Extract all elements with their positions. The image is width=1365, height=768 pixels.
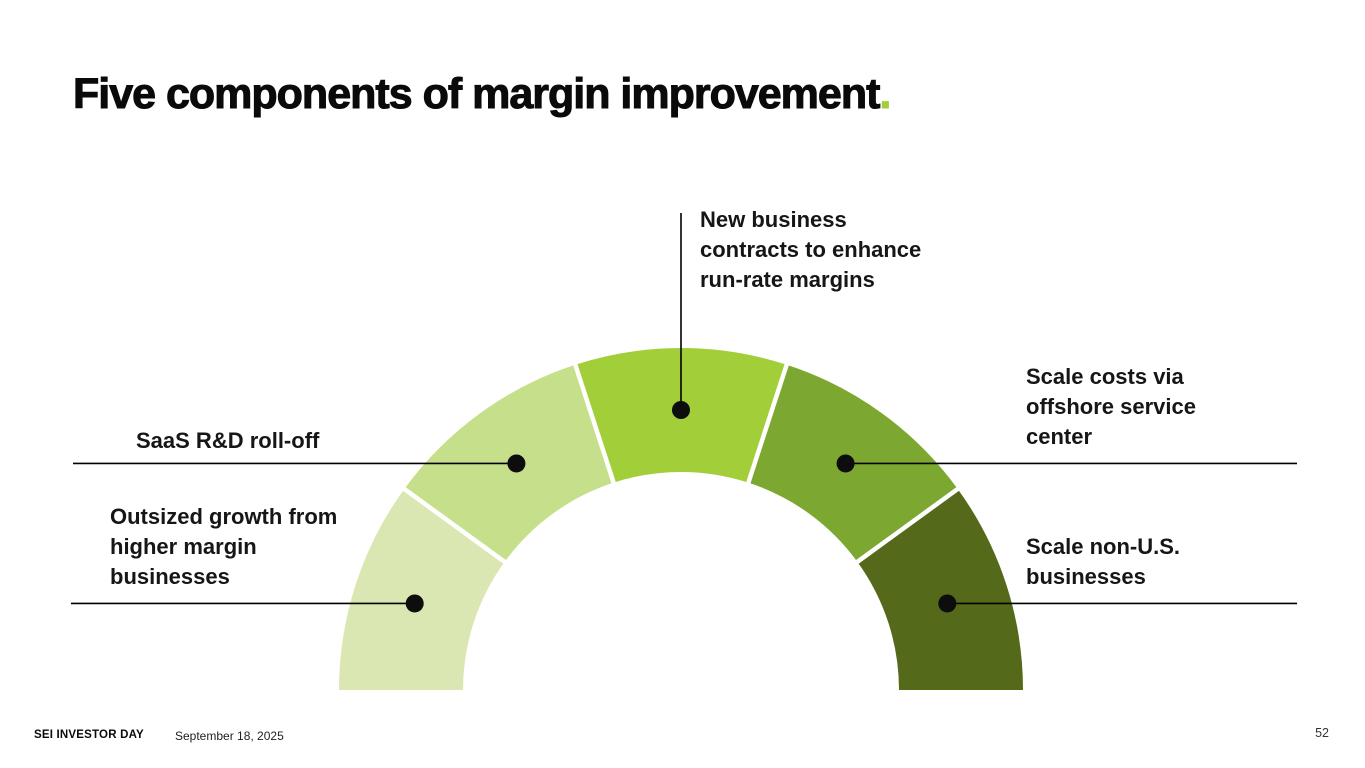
- donut-segment-0: [339, 488, 505, 690]
- slide-title: Five components of margin improvement.: [72, 70, 892, 119]
- footer-brand: SEI INVESTOR DAY: [34, 729, 144, 741]
- segment-separator: [745, 361, 790, 487]
- donut-segment-4: [857, 488, 1023, 690]
- callout-scale-costs-offshore: Scale costs via offshore service center: [1026, 364, 1196, 449]
- callout-outsized-growth: Outsized growth from higher margin busin…: [110, 504, 338, 589]
- footer-page-number: 52: [1315, 726, 1329, 740]
- segment-marker-4: [938, 594, 957, 613]
- callout-saas-rd-roll-off: SaaS R&D roll-off: [136, 428, 320, 453]
- segment-separator: [853, 485, 962, 566]
- segment-marker-0: [405, 594, 424, 613]
- callout-scale-non-us: Scale non-U.S. businesses: [1026, 534, 1181, 589]
- footer-date: September 18, 2025: [175, 729, 284, 743]
- segment-marker-2: [672, 401, 690, 419]
- slide-title-text: Five components of margin improvement: [72, 70, 880, 119]
- segment-separator: [572, 361, 617, 487]
- slide-title-period: .: [879, 70, 892, 119]
- callout-new-business-contracts: New business contracts to enhance run-ra…: [700, 207, 922, 292]
- segment-marker-3: [836, 454, 855, 473]
- segment-marker-1: [507, 454, 526, 473]
- segment-separator: [400, 485, 509, 566]
